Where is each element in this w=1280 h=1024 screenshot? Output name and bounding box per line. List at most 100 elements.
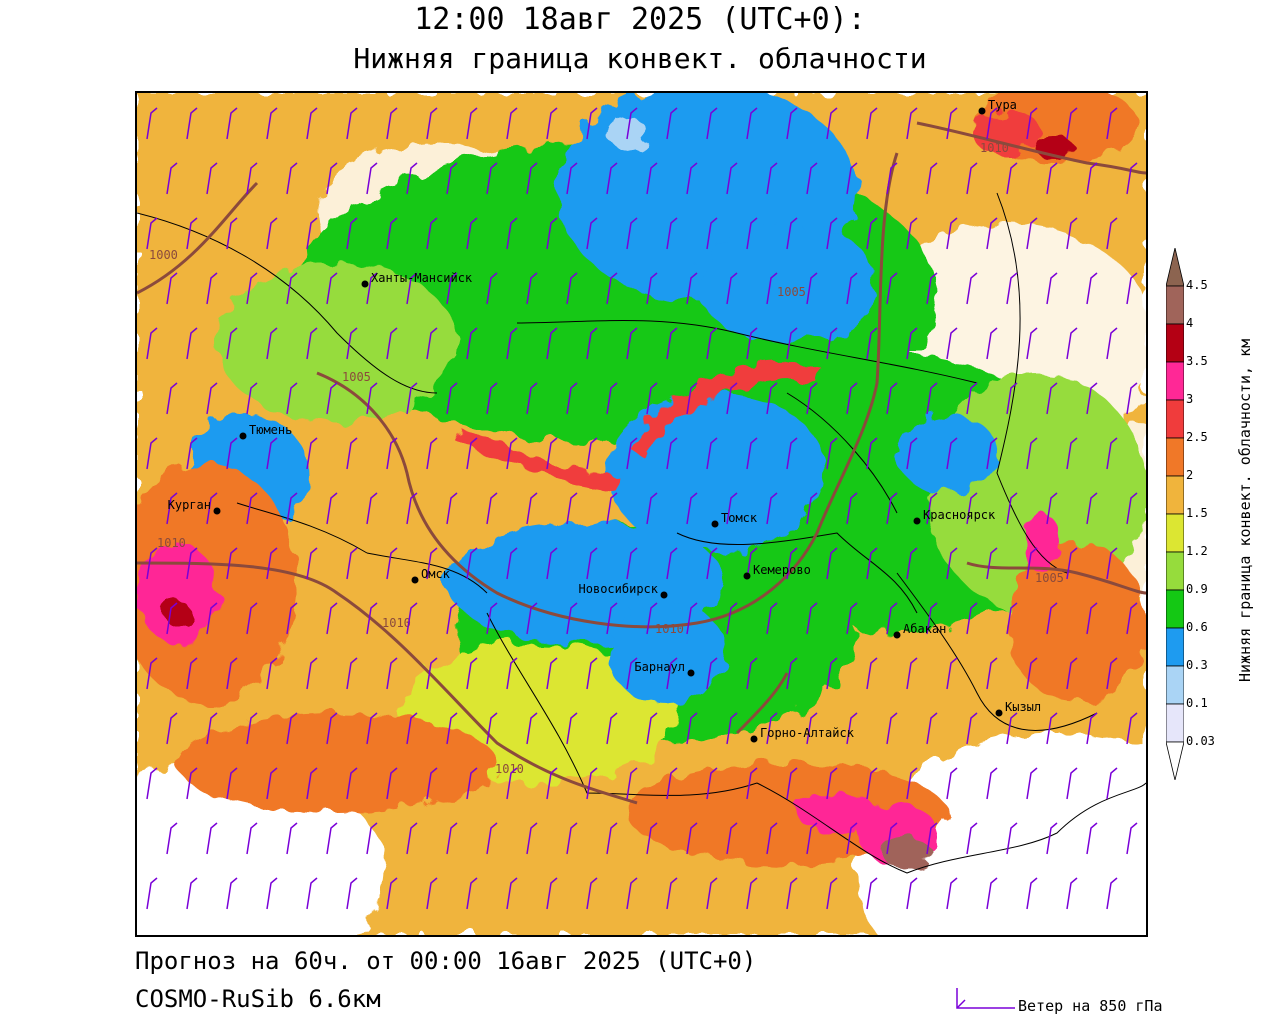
wind-barb-icon [1106,107,1118,140]
wind-barb-icon [526,822,538,855]
wind-barb-icon [546,437,558,470]
wind-barb-icon [206,272,218,305]
isobar-label: 1010 [980,141,1009,155]
wind-barb-icon [906,217,918,250]
wind-barb-icon [246,162,258,195]
wind-barb-icon [1046,712,1058,745]
wind-barb-icon [1126,162,1138,195]
wind-barb-icon [686,822,698,855]
city-label: Томск [721,511,758,525]
wind-barb-icon [206,382,218,415]
wind-barb-icon [506,547,518,580]
wind-barb-icon [666,657,678,690]
colorbar-segment [1166,475,1184,515]
wind-barb-icon [346,547,358,580]
wind-barb-icon [746,877,758,910]
forecast-info: Прогноз на 60ч. от 00:00 16авг 2025 (UTC… [135,947,757,975]
wind-barb-icon [1086,382,1098,415]
wind-barb-icon [606,272,618,305]
colorbar-segment [1166,741,1184,780]
wind-barb-icon [966,272,978,305]
isobar-label: 1000 [149,248,178,262]
wind-barb-icon [466,767,478,800]
wind-barb-icon [726,822,738,855]
wind-barb-icon [246,492,258,525]
wind-barb-icon [786,657,798,690]
wind-barb-icon [386,437,398,470]
wind-barb-icon [1126,382,1138,415]
wind-barb-icon [1046,382,1058,415]
wind-barb-icon [1006,382,1018,415]
colorbar-tick-label: 0.6 [1186,620,1208,634]
wind-barb-icon [426,437,438,470]
wind-barb-icon [346,327,358,360]
wind-barb-icon [466,877,478,910]
city-marker [995,709,1003,717]
city-label: Абакан [903,622,946,636]
wind-barb-icon [986,217,998,250]
wind-barb-icon [426,327,438,360]
city-label: Кемерово [753,563,811,577]
wind-barb-icon [266,327,278,360]
wind-barb-icon [1066,217,1078,250]
wind-barb-icon [866,327,878,360]
wind-barb-icon [426,877,438,910]
wind-barb-icon [446,822,458,855]
wind-barb-icon [326,712,338,745]
wind-barb-icon [346,437,358,470]
wind-barb-icon [366,382,378,415]
wind-barb-icon [206,822,218,855]
wind-barb-icon [746,217,758,250]
wind-barb-icon [546,327,558,360]
wind-barbs [146,107,1138,910]
wind-barb-icon [946,217,958,250]
colorbar-tick-label: 1.5 [1186,506,1208,520]
wind-barb-icon [606,162,618,195]
wind-barb-icon [926,162,938,195]
wind-barb-icon [786,327,798,360]
wind-barb-icon [566,272,578,305]
wind-barb-icon [406,272,418,305]
wind-barb-icon [166,382,178,415]
isobar-label: 1005 [342,370,371,384]
wind-barb-icon [506,877,518,910]
wind-barb-icon [946,877,958,910]
wind-barb-icon [1086,272,1098,305]
wind-barb-icon [986,877,998,910]
wind-barb-icon [766,602,778,635]
city-marker [711,520,719,528]
wind-barb-icon [806,492,818,525]
isobar-labels: 1000 1005 1005 1010 1010 1010 1005 1010 1010 [149,141,1064,776]
wind-barb-icon [466,547,478,580]
wind-barb-icon [146,437,158,470]
wind-barb-icon [246,382,258,415]
wind-barb-icon [1006,492,1018,525]
wind-barb-icon [826,107,838,140]
wind-barb-icon [426,107,438,140]
wind-barb-icon [1106,217,1118,250]
colorbar-segment [1166,665,1184,705]
wind-barb-icon [946,327,958,360]
wind-barb-icon [166,822,178,855]
wind-barb-icon [226,437,238,470]
city-label: Курган [168,498,211,512]
wind-barb-icon [826,767,838,800]
wind-barb-icon [946,107,958,140]
wind-barb-icon [486,712,498,745]
wind-barb-icon [686,272,698,305]
wind-barb-icon [366,492,378,525]
wind-barb-icon [166,492,178,525]
wind-barb-icon [626,657,638,690]
wind-barb-icon [706,107,718,140]
wind-barb-icon [1066,657,1078,690]
wind-barb-icon [506,437,518,470]
wind-barb-icon [766,822,778,855]
wind-barb-icon [466,327,478,360]
wind-barb-icon [306,327,318,360]
city-label: Красноярск [923,508,996,522]
wind-barb-icon [406,712,418,745]
colorbar-tick-label: 3.5 [1186,354,1208,368]
wind-barb-icon [746,657,758,690]
wind-barb-icon [466,657,478,690]
wind-barb-icon [746,327,758,360]
